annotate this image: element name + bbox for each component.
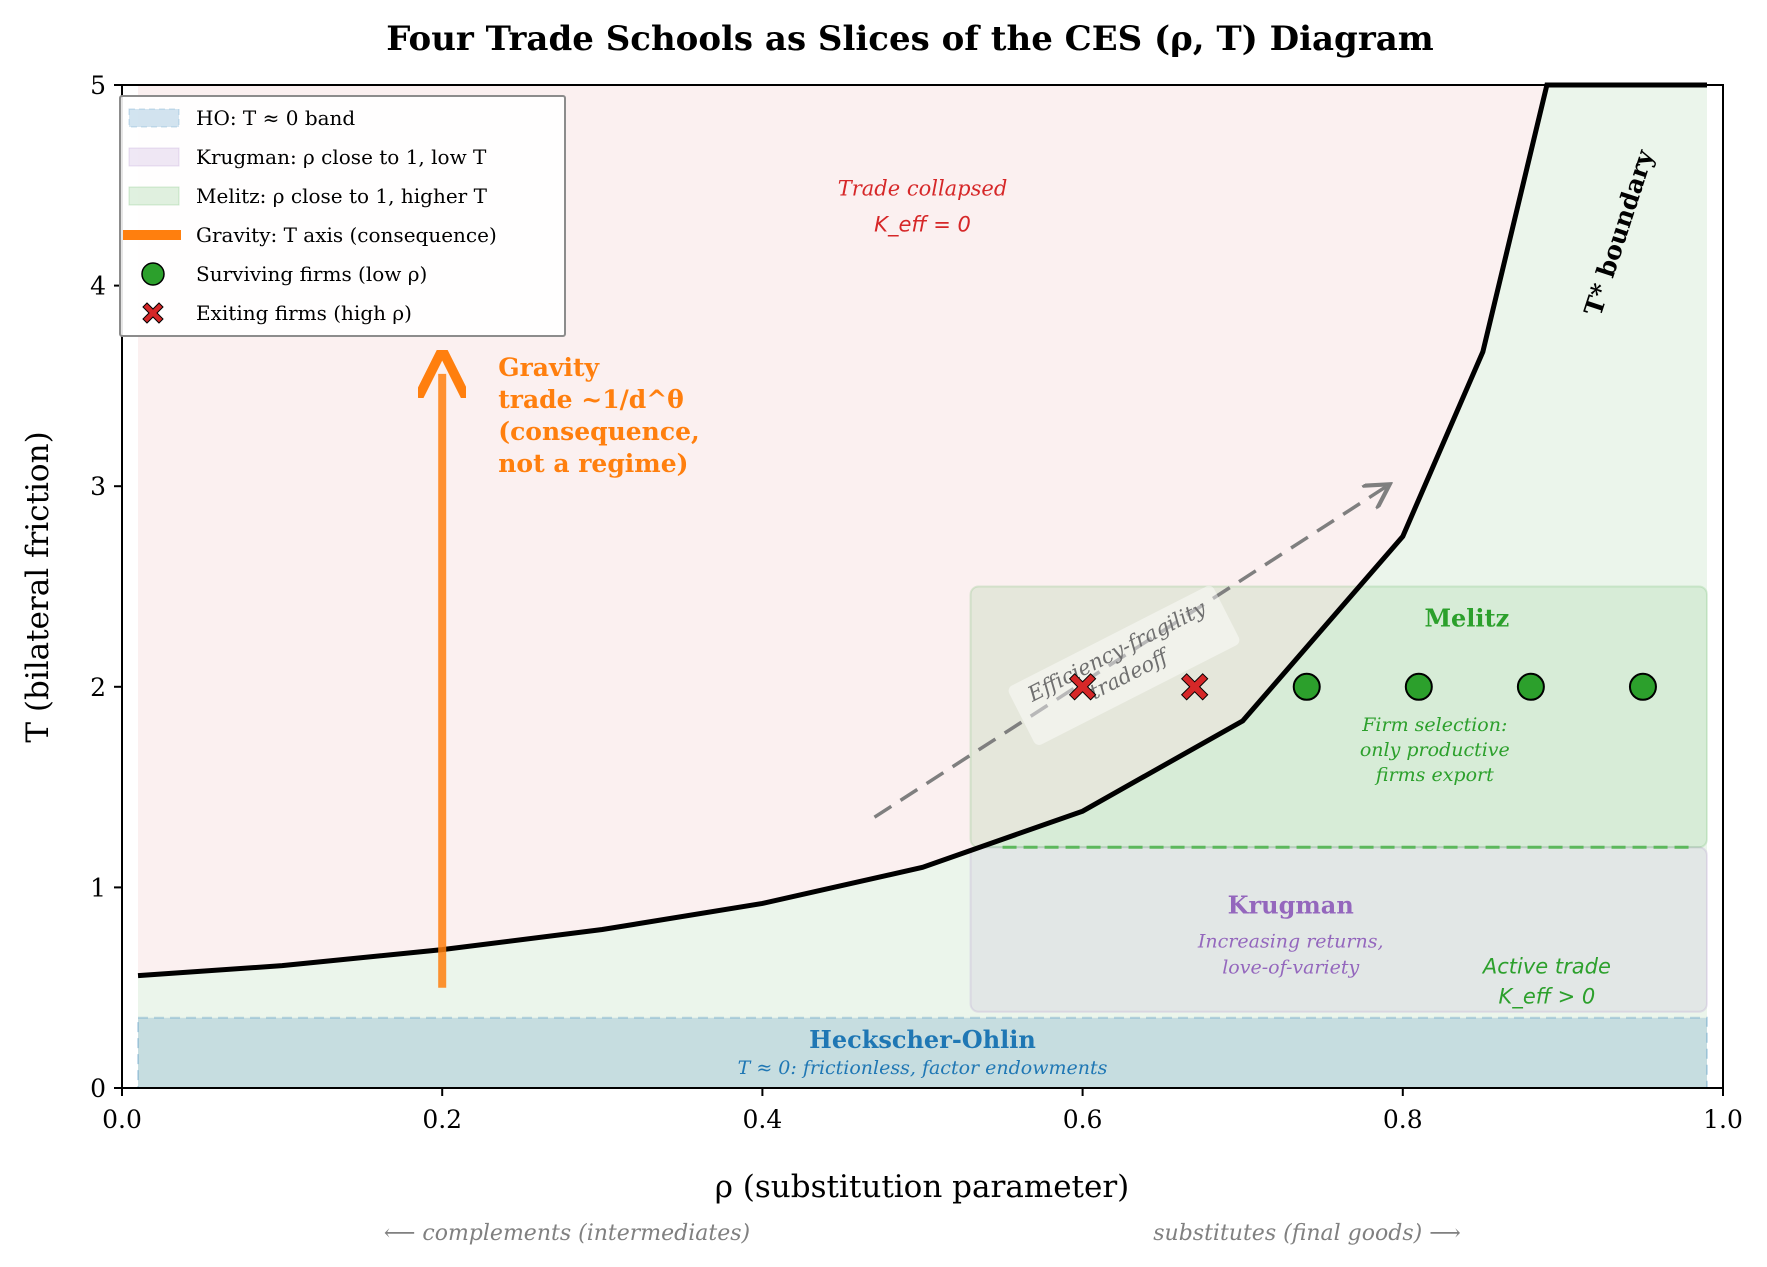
x-axis-label: ρ (substitution parameter) — [715, 1169, 1130, 1205]
krugman-label: Krugman — [1228, 890, 1354, 919]
gravity-label-4: not a regime) — [498, 449, 688, 478]
x-tick-label: 0.8 — [1383, 1105, 1423, 1134]
collapsed-k-label: K_eff = 0 — [874, 212, 971, 237]
surviving-firm-point — [1404, 672, 1433, 701]
x-tick-label: 0.6 — [1063, 1105, 1103, 1134]
ho-sublabel: T ≈ 0: frictionless, factor endowments — [738, 1057, 1108, 1079]
exiting-firm-point — [1180, 673, 1209, 701]
exiting-firm-point — [1068, 673, 1097, 701]
legend-box — [119, 95, 566, 337]
axes-frame — [121, 84, 1724, 1089]
melitz-sublabel-3: firms export — [1374, 764, 1494, 786]
krugman-sublabel-1: Increasing returns, — [1197, 931, 1384, 953]
x-tick-label: 0.4 — [743, 1105, 783, 1134]
chart-title: Four Trade Schools as Slices of the CES … — [386, 19, 1434, 59]
melitz-sublabel-2: only productive — [1360, 739, 1510, 761]
legend-item-label: Surviving firms (low ρ) — [196, 262, 427, 286]
legend-item-label: Melitz: ρ close to 1, higher T — [196, 184, 488, 208]
x-tick-label: 1.0 — [1703, 1105, 1743, 1134]
y-axis-label: T (bilateral friction) — [20, 431, 56, 742]
legend-swatch-krugman — [128, 147, 180, 167]
tradeoff-label-box — [1008, 585, 1240, 745]
legend-item-label: Krugman: ρ close to 1, low T — [196, 145, 487, 169]
active-label: Active trade — [1481, 955, 1611, 979]
legend-item-label: Exiting firms (high ρ) — [196, 301, 412, 325]
legend-swatch-gravity — [123, 230, 181, 240]
collapsed-label: Trade collapsed — [838, 176, 1008, 200]
legend-swatch-melitz — [128, 186, 180, 206]
ho-label: Heckscher-Ohlin — [809, 1025, 1036, 1054]
melitz-label: Melitz — [1424, 604, 1509, 633]
surviving-firm-point — [1516, 672, 1545, 701]
y-tick-label: 5 — [90, 71, 106, 100]
y-tick-label: 2 — [90, 673, 106, 702]
gravity-label-1: Gravity — [498, 353, 600, 382]
legend-item-label: Gravity: T axis (consequence) — [196, 223, 497, 247]
krugman-sublabel-2: love-of-variety — [1222, 957, 1359, 979]
krugman-region — [969, 846, 1708, 1013]
y-tick-label: 1 — [90, 873, 106, 902]
gravity-label-2: trade ~1/d^θ — [498, 385, 684, 414]
boundary-curve — [137, 82, 1707, 979]
x-tick-label: 0.0 — [102, 1105, 142, 1134]
surviving-firm-point — [1628, 672, 1657, 701]
legend-swatch-surviving — [141, 262, 165, 286]
legend-item-label: HO: T ≈ 0 band — [196, 106, 355, 130]
y-tick-label: 3 — [90, 472, 106, 501]
y-tick-label: 0 — [90, 1074, 106, 1103]
active-k-label: K_eff > 0 — [1499, 985, 1596, 1010]
active-zone — [138, 85, 1707, 1088]
surviving-firm-point — [1292, 672, 1321, 701]
right-note: substitutes (final goods) ⟶ — [1153, 1221, 1461, 1246]
y-tick-label: 4 — [90, 272, 106, 301]
tradeoff-arrow — [873, 486, 1386, 819]
legend-swatch-ho — [128, 108, 180, 128]
melitz-sublabel-1: Firm selection: — [1361, 714, 1507, 736]
legend-swatch-exiting — [142, 302, 164, 324]
left-note: ⟵ complements (intermediates) — [384, 1221, 750, 1246]
x-tick-label: 0.2 — [422, 1105, 462, 1134]
gravity-label-3: (consequence, — [498, 417, 699, 446]
ho-region — [137, 1016, 1708, 1089]
